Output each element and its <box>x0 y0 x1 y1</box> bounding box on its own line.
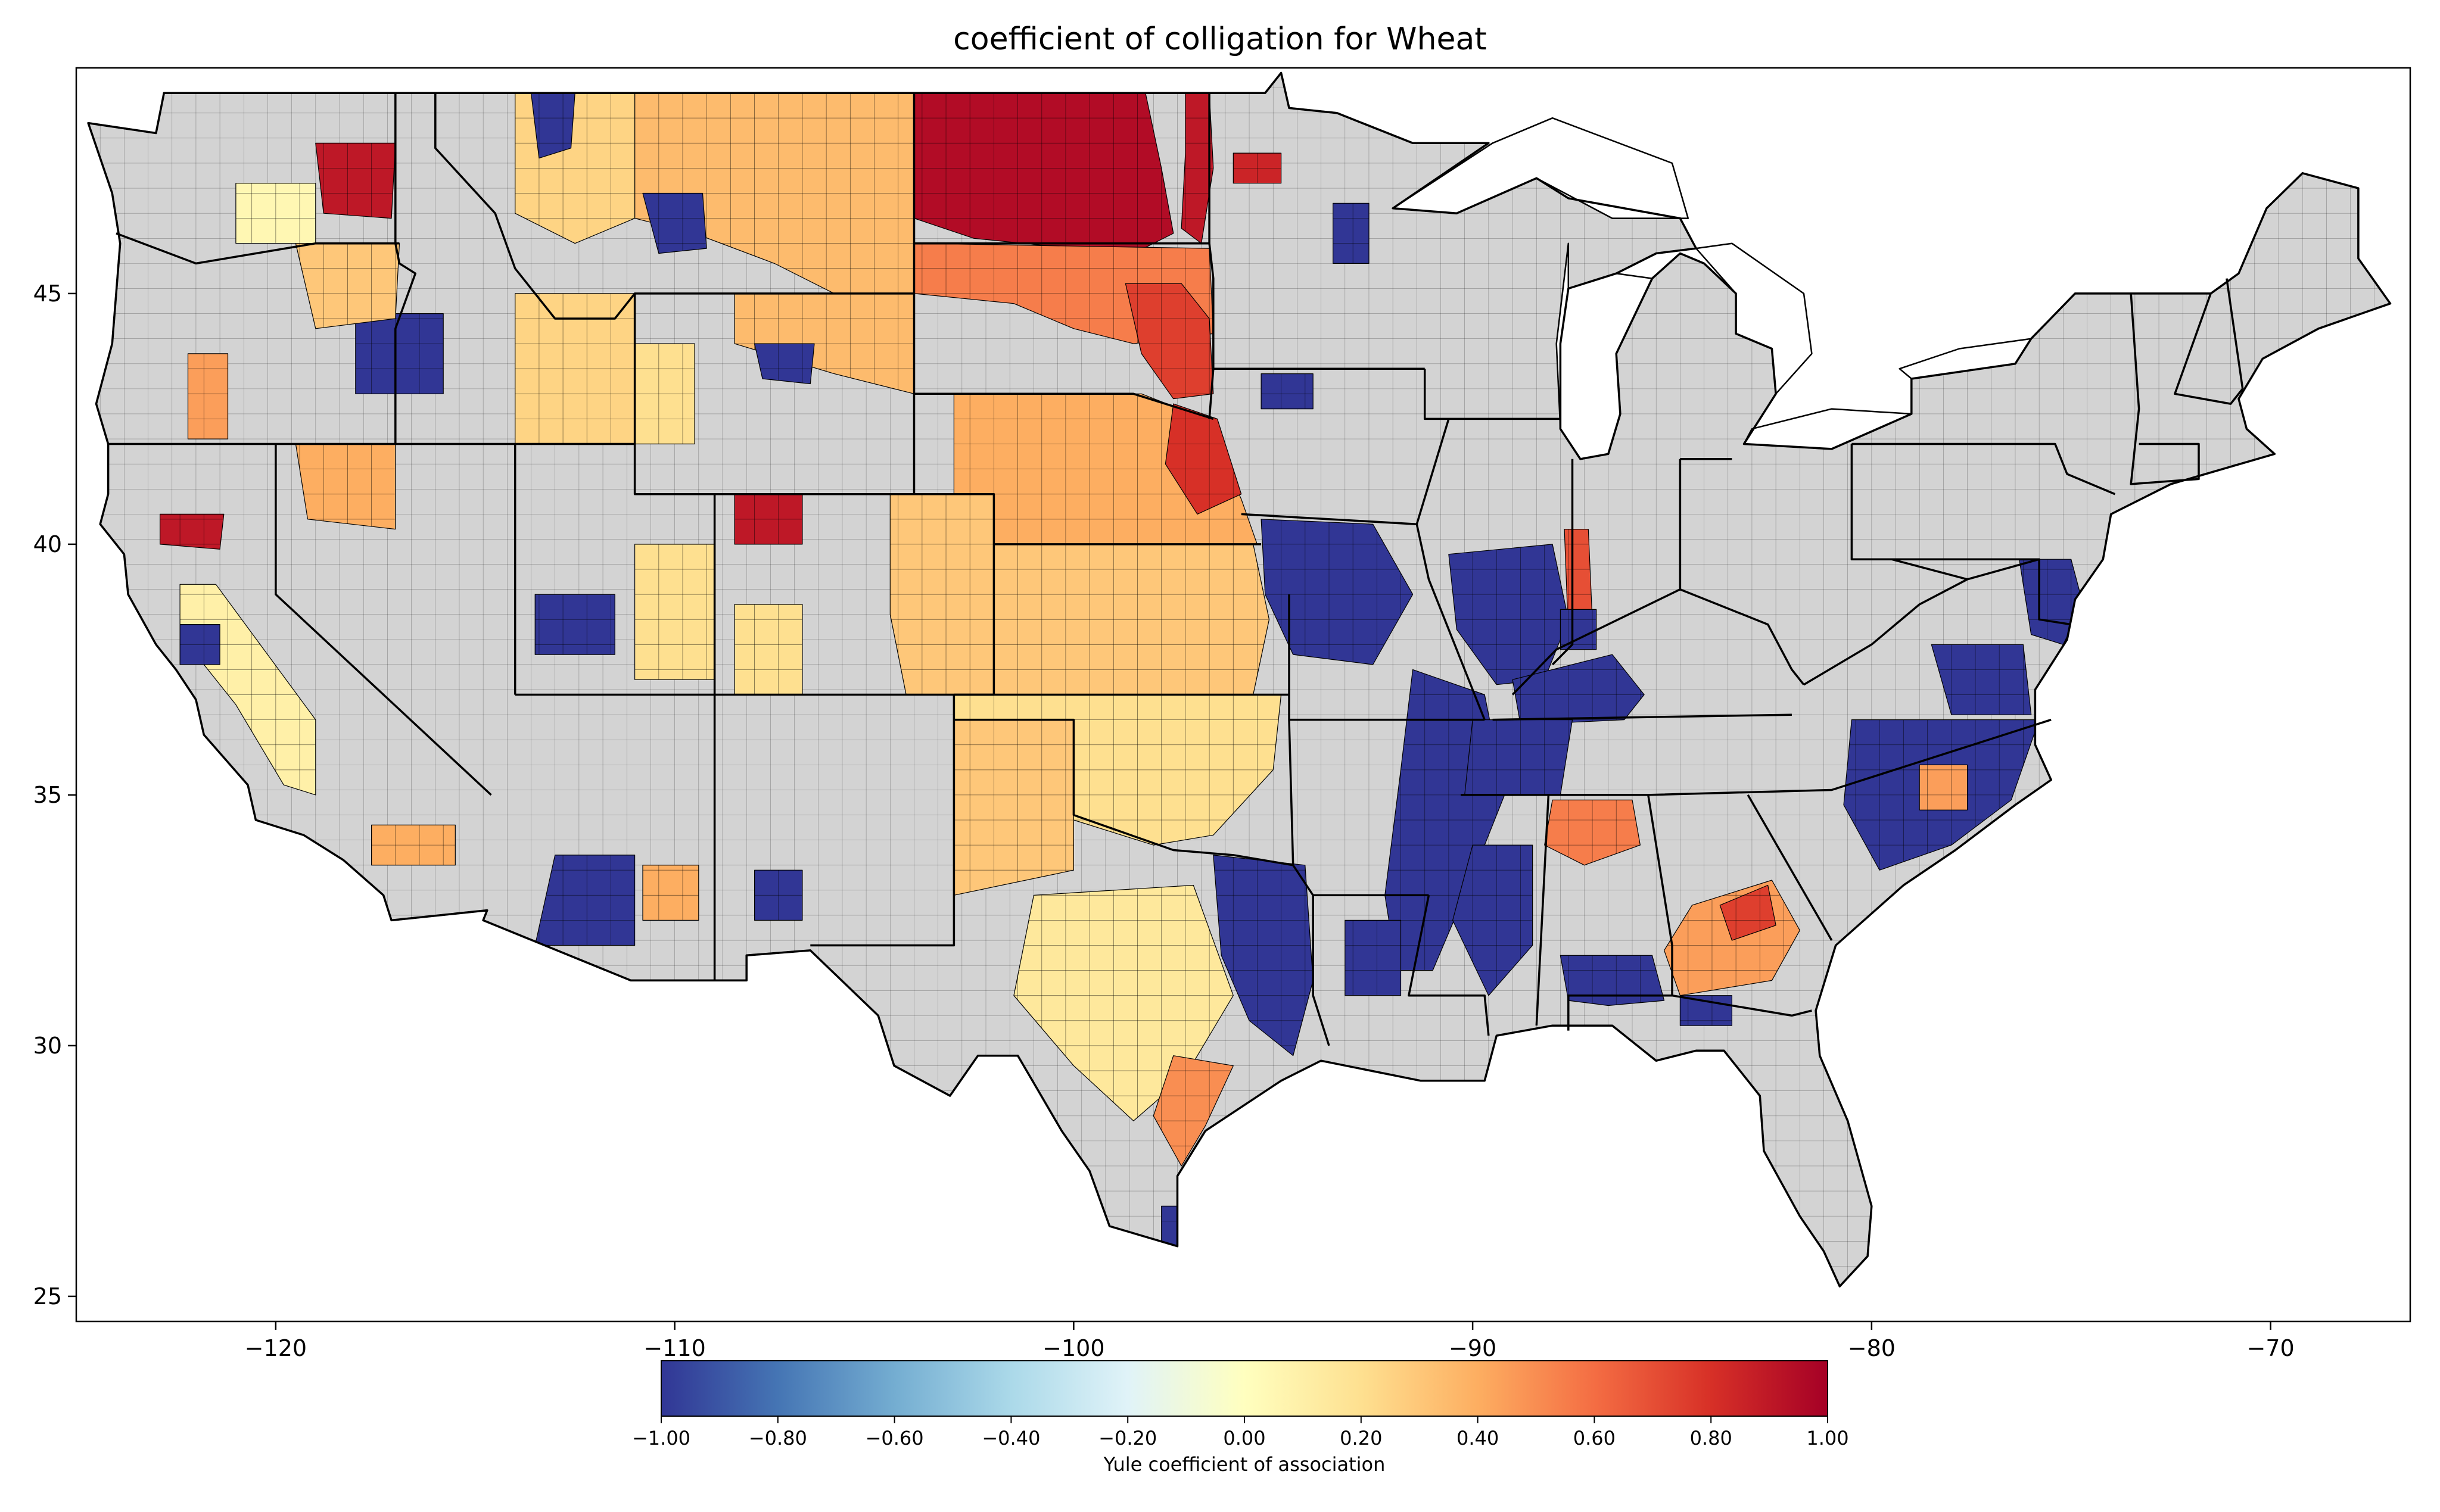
state-border-23 <box>1461 718 2052 796</box>
region-carolina-orange-spots <box>1919 764 1968 810</box>
region-tennessee-west-blue <box>1464 719 1573 796</box>
colorbar-tick-label: −0.60 <box>866 1427 924 1449</box>
colorbar-tick-label: −0.80 <box>749 1427 807 1449</box>
state-border-22 <box>1408 894 1490 1036</box>
region-washington-yellow <box>235 183 316 244</box>
state-border-15 <box>810 694 956 947</box>
region-california-blue <box>179 623 220 665</box>
state-border-14 <box>954 718 1293 866</box>
colorbar: −1.00 −0.80 −0.60 −0.40 −0.20 0.00 0.20 0.40 0.6… <box>632 1360 1849 1476</box>
y-tick-label: 25 <box>33 1283 62 1310</box>
colorbar-tick-label: 0.60 <box>1573 1427 1616 1449</box>
x-tick-label: −90 <box>1449 1335 1496 1361</box>
state-border-24 <box>1535 794 1550 1026</box>
region-north-dakota-red <box>913 92 1174 254</box>
state-border-19 <box>1288 594 1330 1046</box>
state-border-39 <box>2130 293 2200 485</box>
region-california-south-orange <box>371 824 456 866</box>
state-border-40 <box>2174 293 2244 405</box>
state-border-18 <box>1241 513 1417 525</box>
region-oregon-north-orange <box>295 243 400 329</box>
state-border-36 <box>1851 442 2116 495</box>
region-wyoming-west-yellow <box>634 343 695 445</box>
state-border-27 <box>1747 794 1833 941</box>
region-texas-panhandle-orange <box>953 719 1075 896</box>
y-tick-label: 40 <box>33 531 62 557</box>
y-tick-label: 30 <box>33 1033 62 1059</box>
region-utah-blue <box>534 594 615 655</box>
region-montana-northcentral-blue <box>530 92 575 159</box>
state-border-30 <box>1551 459 1574 666</box>
region-colorado-west-yellow <box>734 604 803 696</box>
region-colorado-east-orange <box>889 494 995 696</box>
region-kansas-orange <box>993 544 1270 696</box>
y-tick-label: 45 <box>33 280 62 307</box>
region-louisiana-blue <box>1345 919 1402 996</box>
state-border-26 <box>1672 994 1812 1017</box>
colorbar-tick-label: −0.40 <box>982 1427 1040 1449</box>
state-border-28 <box>1423 369 1561 420</box>
colorbar-gradient <box>661 1360 1828 1417</box>
state-border-0 <box>394 93 417 444</box>
region-indiana-blue <box>1560 609 1597 650</box>
region-california-north-red <box>160 513 225 550</box>
state-border-35 <box>1850 444 2040 560</box>
region-oregon-west-orange <box>187 353 229 439</box>
state-border-41 <box>2226 278 2244 389</box>
region-mn-east-blue <box>1333 202 1370 264</box>
state-border-1 <box>116 232 400 265</box>
region-wyoming-blue <box>754 343 815 385</box>
state-border-33 <box>1492 713 1792 721</box>
region-idaho-blue <box>355 313 444 394</box>
state-border-11 <box>914 392 1214 420</box>
colorbar-label: Yule coefficient of association <box>1103 1453 1386 1476</box>
x-tick-label: −100 <box>1042 1335 1104 1361</box>
colorbar-tick-label: −1.00 <box>632 1427 690 1449</box>
y-tick-label: 35 <box>33 782 62 808</box>
region-iowa-northwest-blue <box>1261 373 1314 410</box>
x-tick-label: −70 <box>2246 1335 2294 1361</box>
state-border-29 <box>1415 418 1486 721</box>
x-tick-label: −120 <box>245 1335 307 1361</box>
region-florida-panhandle-blue <box>1679 995 1732 1026</box>
plot-frame <box>75 67 2411 1323</box>
state-borders <box>108 93 2244 1046</box>
region-colorado-red <box>734 494 803 545</box>
region-nevada-orange <box>295 443 396 530</box>
region-arizona-orange <box>642 865 699 921</box>
region-mississippi-north-blue <box>1452 844 1533 996</box>
chart-title: coefficient of colligation for Wheat <box>953 21 1487 57</box>
region-alabama-south-blue <box>1560 955 1665 1006</box>
state-border-3 <box>275 444 492 796</box>
colorbar-tick-label: 0.20 <box>1340 1427 1382 1449</box>
state-border-34 <box>1511 588 1805 696</box>
region-utah-east-yellow <box>634 544 715 680</box>
region-mn-northwest-red <box>1233 152 1282 184</box>
region-nm-blue <box>754 869 803 921</box>
state-border-38 <box>1803 578 1968 686</box>
x-tick-label: −110 <box>643 1335 705 1361</box>
region-east-texas-blue <box>1213 855 1314 1056</box>
region-georgia-red <box>1719 884 1776 941</box>
state-border-6 <box>434 93 716 981</box>
colorbar-tick-label: 1.00 <box>1806 1427 1848 1449</box>
region-washington-east-red <box>315 142 396 219</box>
region-virginia-blue <box>1931 644 2032 715</box>
colorbar-tick-label: 0.40 <box>1456 1427 1499 1449</box>
region-montana-west-mix <box>515 92 636 244</box>
region-arizona-blue <box>534 855 636 946</box>
state-border-16 <box>1208 93 1215 419</box>
colorbar-tick-label: −0.20 <box>1098 1427 1157 1449</box>
x-tick-label: −80 <box>1848 1335 1896 1361</box>
colorbar-tick-label: 0.80 <box>1690 1427 1732 1449</box>
state-border-37 <box>1891 558 2071 626</box>
colorbar-tick-label: 0.00 <box>1223 1427 1265 1449</box>
